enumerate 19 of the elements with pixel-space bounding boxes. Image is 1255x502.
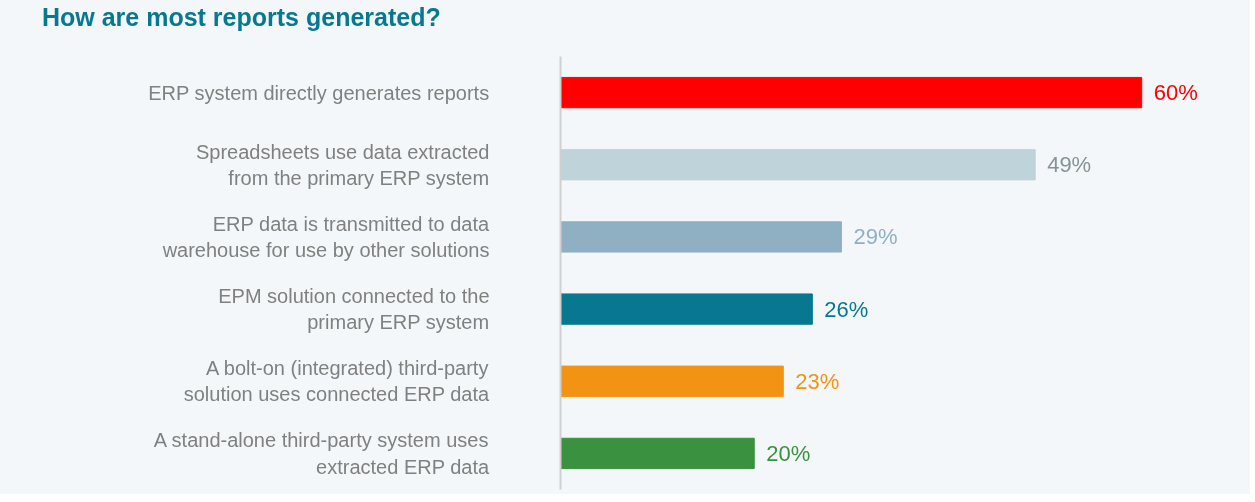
bar [560,437,755,470]
y-tick-label: ERP system directly generates reports [148,81,490,104]
data-label: 23% [795,368,840,394]
y-tick-label: ERP data is transmitted to data warehouse for use by other solutions [161,212,491,262]
bar [560,221,842,253]
data-label: 29% [853,224,898,250]
bar [560,149,1036,181]
bar [560,76,1143,109]
y-tick-label: A stand-alone third-party system uses extracted ERP data [153,429,491,478]
data-label: 49% [1047,152,1092,178]
text: How are most reports generated? [42,2,441,33]
data-label: 20% [766,440,811,466]
y-tick-label: Spreadsheets use data extracted from the primary ERP system [195,140,490,189]
data-label: 26% [824,296,869,322]
data-label: 60% [1153,80,1198,106]
bar [560,293,813,325]
y-tick-label: A bolt-on (integrated) third-party solution uses connected ERP data [183,357,491,406]
y-tick-label: EPM solution connected to the primary ERP system [218,284,490,334]
bar [560,365,784,397]
